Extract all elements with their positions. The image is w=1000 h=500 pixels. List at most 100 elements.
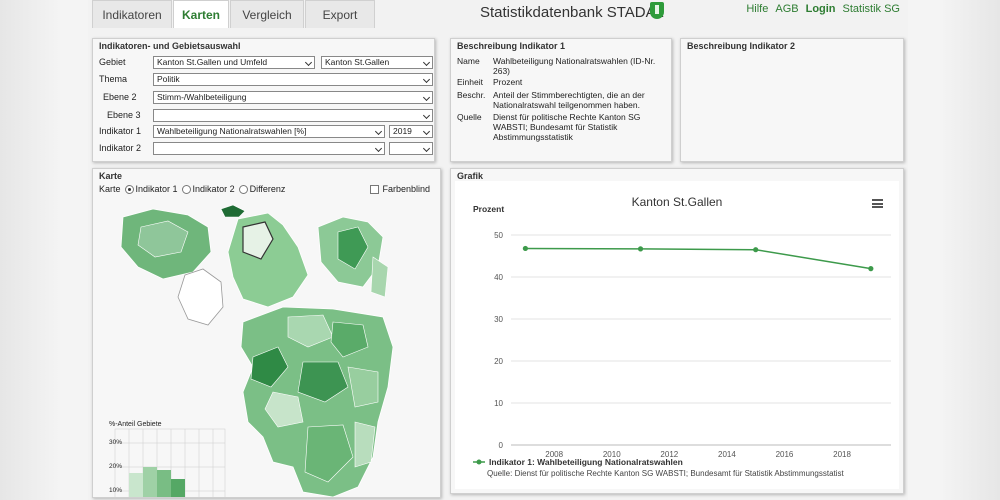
indikator1-select[interactable]: Wahlbeteiligung Nationalratswahlen [%] [153, 124, 385, 138]
radio-indikator2[interactable] [181, 184, 191, 194]
x-tick-label: 2014 [718, 450, 736, 459]
app-window: Indikatoren Karten Vergleich Export Stat… [88, 0, 908, 500]
indikator2-select[interactable] [153, 141, 385, 155]
y-tick-label: 50 [494, 231, 503, 240]
chart-menu-icon[interactable] [872, 199, 883, 208]
ebene2-select[interactable]: Stimm-/Wahlbeteiligung [153, 90, 433, 104]
y-tick-label: 30 [494, 315, 503, 324]
histogram-tick: 10% [109, 487, 123, 494]
indikator1-row: Indikator 1 Wahlbeteiligung Nationalrats… [99, 124, 433, 138]
main-tabs: Indikatoren Karten Vergleich Export [92, 0, 376, 30]
indikator2-year-select[interactable] [389, 141, 433, 155]
map-heading: Karte [99, 171, 123, 181]
choropleth-map[interactable] [93, 197, 441, 498]
map-region[interactable] [347, 366, 379, 408]
tab-indikatoren[interactable]: Indikatoren [92, 0, 172, 28]
histogram-tick: 20% [109, 463, 123, 470]
tab-karten[interactable]: Karten [173, 0, 229, 28]
gebiet-select[interactable]: Kanton St.Gallen und Umfeld [153, 55, 315, 69]
x-tick-label: 2016 [776, 450, 794, 459]
x-tick-label: 2012 [660, 450, 678, 459]
indikator2-row: Indikator 2 [99, 141, 433, 155]
radio-differenz[interactable] [238, 184, 248, 194]
map-region[interactable] [250, 346, 289, 388]
gebiet-label: Gebiet [99, 57, 126, 67]
map-region[interactable] [370, 256, 389, 298]
y-tick-label: 40 [494, 273, 503, 282]
help-link[interactable]: Hilfe [746, 3, 769, 15]
indikator2-label: Indikator 2 [99, 143, 142, 153]
chart-title: Kanton St.Gallen [631, 195, 723, 209]
chart-area: Kanton St.Gallen Prozent 0 10 20 30 40 50 200… [455, 181, 899, 489]
chart-panel-heading: Grafik [457, 171, 484, 181]
thema-label: Thema [99, 74, 128, 84]
map-region[interactable] [264, 391, 304, 428]
selection-heading: Indikatoren- und Gebietsauswahl [99, 41, 241, 51]
description-1-panel: Beschreibung Indikator 1 Name Wahlbeteil… [450, 38, 672, 162]
data-point[interactable] [522, 245, 528, 252]
data-point[interactable] [637, 246, 644, 252]
desc-beschr-value: Anteil der Stimmberechtigten, die an der… [493, 90, 645, 110]
ebene2-label: Ebene 2 [103, 92, 137, 102]
map-mode-options: Karte Indikator 1 Indikator 2 Differenz [99, 184, 285, 194]
tab-vergleich[interactable]: Vergleich [230, 0, 304, 28]
series-line [525, 247, 871, 270]
map-region[interactable] [330, 321, 369, 358]
map-region[interactable] [137, 220, 189, 258]
app-title: Statistikdatenbank STADA2 [480, 4, 664, 21]
indikator1-year-select[interactable]: 2019 [389, 124, 433, 138]
radio-indikator2-label: Indikator 2 [192, 184, 235, 194]
map-region[interactable] [220, 204, 246, 218]
description-2-panel: Beschreibung Indikator 2 [680, 38, 904, 162]
map-region[interactable] [337, 226, 369, 270]
karte-label: Karte [99, 184, 121, 194]
y-tick-label: 20 [494, 357, 503, 366]
map-region-empty[interactable] [177, 268, 224, 326]
line-chart: Prozent 0 10 20 30 40 50 2008 2010 2012 2014 2016… [473, 204, 891, 478]
statistik-sg-link[interactable]: Statistik SG [842, 3, 900, 15]
indikator1-label: Indikator 1 [99, 126, 142, 136]
thema-row: Thema Politik [99, 72, 433, 86]
histogram-title: %-Anteil Gebiete [109, 421, 162, 428]
map-region[interactable] [304, 424, 354, 483]
farbenblind-checkbox[interactable] [370, 184, 380, 194]
thema-select[interactable]: Politik [153, 72, 433, 86]
map-histogram [114, 428, 226, 497]
map-region[interactable] [287, 314, 334, 348]
gebiet-select-2[interactable]: Kanton St.Gallen [321, 55, 433, 69]
desc-name-value: Wahlbeteiligung Nationalratswahlen (ID-N… [493, 56, 656, 76]
desc-einheit-key: Einheit [457, 77, 483, 87]
histogram-bar [129, 473, 143, 497]
description-2-heading: Beschreibung Indikator 2 [687, 41, 796, 51]
legend-series-name: Indikator 1: Wahlbeteiligung Nationalrat… [489, 457, 683, 467]
chart-legend[interactable]: Indikator 1: Wahlbeteiligung Nationalrat… [473, 457, 683, 467]
tab-export[interactable]: Export [305, 0, 375, 28]
ebene3-select[interactable] [153, 108, 433, 122]
histogram-bar [157, 470, 171, 497]
chart-source-note: Quelle: Dienst für politische Rechte Kan… [487, 469, 845, 478]
histogram-tick: 30% [109, 439, 123, 446]
desc-quelle-value: Dienst für politische Rechte Kanton SG W… [493, 112, 641, 142]
y-axis-label: Prozent [473, 204, 504, 214]
login-link[interactable]: Login [805, 3, 836, 15]
agb-link[interactable]: AGB [775, 3, 799, 15]
map-panel: Karte Karte Indikator 1 Indikator 2 Diff… [92, 168, 441, 498]
gebiet-row: Gebiet Kanton St.Gallen und Umfeld Kanto… [99, 55, 433, 69]
x-tick-label: 2008 [545, 450, 563, 459]
map-region[interactable] [354, 421, 376, 468]
data-point[interactable] [753, 247, 759, 253]
chart-panel: Grafik Kanton St.Gallen Prozent 0 10 20 30 4… [450, 168, 904, 494]
radio-indikator1[interactable] [124, 184, 134, 194]
desc-beschr-key: Beschr. [457, 90, 486, 100]
top-links: Hilfe AGB Login Statistik SG [746, 3, 900, 15]
description-1-heading: Beschreibung Indikator 1 [457, 41, 566, 51]
desc-quelle-key: Quelle [457, 112, 482, 122]
selection-panel: Indikatoren- und Gebietsauswahl Gebiet K… [92, 38, 435, 162]
map-region[interactable] [297, 361, 349, 403]
data-point[interactable] [868, 266, 874, 272]
y-tick-label: 10 [494, 399, 503, 408]
map-region-outlined[interactable] [242, 221, 274, 260]
ebene2-row: Ebene 2 Stimm-/Wahlbeteiligung [99, 90, 433, 104]
canton-shield-icon [650, 2, 664, 19]
desc-einheit-value: Prozent [493, 77, 523, 87]
